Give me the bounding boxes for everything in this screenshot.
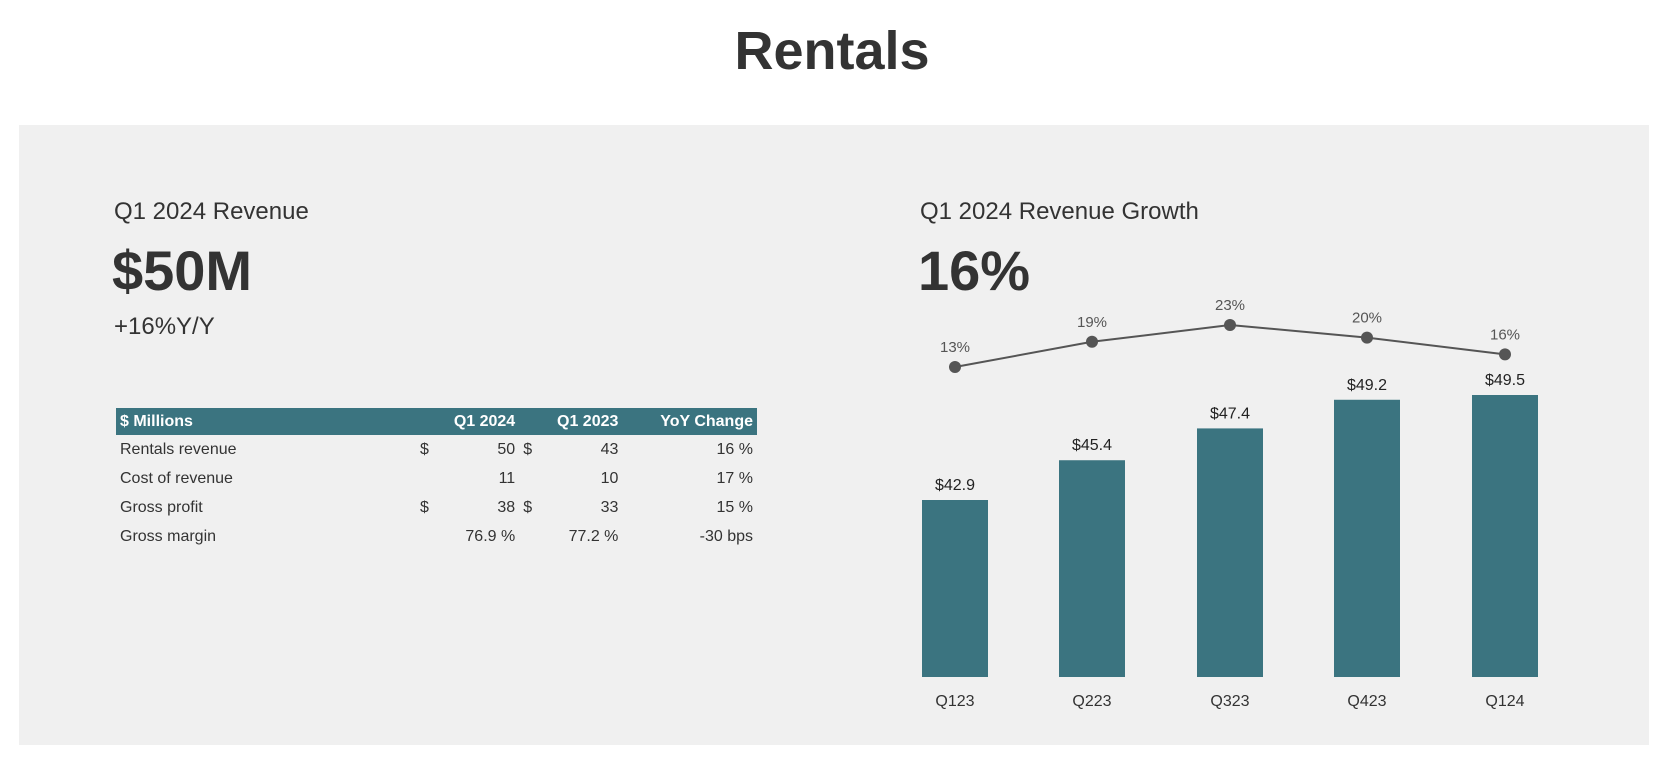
growth-label: 20% (1352, 310, 1382, 327)
growth-point (1086, 335, 1098, 348)
growth-point (1224, 319, 1236, 331)
yoy-value: 16 % (716, 440, 753, 458)
q1-2024-value: 50 (497, 440, 516, 458)
header-q1-2023: Q1 2023 (519, 408, 623, 435)
bar (922, 500, 988, 677)
q1-2024-value: 38 (497, 498, 516, 516)
growth-line (954, 323, 1506, 368)
growth-label: 16% (1490, 326, 1520, 343)
currency-symbol: $ (420, 440, 429, 458)
growth-point (1499, 348, 1511, 361)
header-q1-2024: Q1 2024 (416, 408, 520, 435)
table-row: Rentals revenue $ 50 $ 43 16 % (116, 435, 757, 464)
row-label: Rentals revenue (120, 440, 237, 458)
growth-label: 19% (1077, 314, 1107, 331)
category-label: Q423 (1347, 693, 1386, 710)
row-label: Gross margin (120, 527, 217, 545)
growth-value: 16% (918, 239, 1031, 302)
row-label: Gross profit (120, 498, 203, 516)
currency-symbol: $ (523, 498, 533, 516)
bar (1334, 399, 1400, 677)
q1-2024-value: 11 (498, 469, 516, 487)
currency-symbol: $ (420, 498, 429, 516)
growth-label: Q1 2024 Revenue Growth (920, 198, 1199, 225)
revenue-value: $50M (112, 239, 253, 302)
table-row: Gross profit $ 38 $ 33 15 % (116, 493, 757, 522)
yoy-value: 15 % (716, 498, 753, 516)
table-row: Cost of revenue 11 10 17 % (116, 464, 757, 493)
financial-table: $ Millions Q1 2024 Q1 2023 YoY Change Re… (116, 408, 757, 551)
page-title: Rentals (734, 21, 930, 81)
category-label: Q124 (1485, 693, 1524, 710)
header-millions: $ Millions (116, 408, 416, 435)
growth-point (949, 361, 961, 373)
category-label: Q223 (1072, 693, 1111, 710)
yoy-value: -30 bps (699, 527, 753, 545)
bar (1197, 428, 1263, 677)
q1-2023-value: 10 (600, 469, 619, 487)
row-label: Cost of revenue (120, 469, 233, 487)
category-label: Q123 (935, 693, 974, 710)
growth-label: 23% (1215, 297, 1245, 314)
currency-symbol: $ (523, 440, 533, 458)
q1-2023-value: 33 (600, 498, 619, 516)
q1-2023-value: 43 (600, 440, 619, 458)
growth-point (1361, 331, 1373, 344)
header-yoy-change: YoY Change (622, 408, 757, 435)
bar (1059, 460, 1125, 677)
q1-2023-value: 77.2 % (568, 527, 619, 545)
bar-value-label: $49.2 (1347, 377, 1387, 394)
bar-value-label: $42.9 (935, 477, 975, 494)
bar (1472, 395, 1538, 677)
revenue-yoy: +16%Y/Y (114, 313, 215, 340)
table-header-row: $ Millions Q1 2024 Q1 2023 YoY Change (116, 408, 757, 435)
bar-value-label: $45.4 (1072, 437, 1112, 454)
bar-value-label: $49.5 (1485, 372, 1525, 389)
growth-label: 13% (940, 339, 970, 356)
bar-value-label: $47.4 (1210, 405, 1250, 422)
table-row: Gross margin 76.9 % 77.2 % -30 bps (116, 522, 757, 551)
q1-2024-value: 76.9 % (465, 527, 516, 545)
yoy-value: 17 % (716, 469, 753, 487)
revenue-label: Q1 2024 Revenue (114, 198, 309, 225)
category-label: Q323 (1210, 693, 1249, 710)
